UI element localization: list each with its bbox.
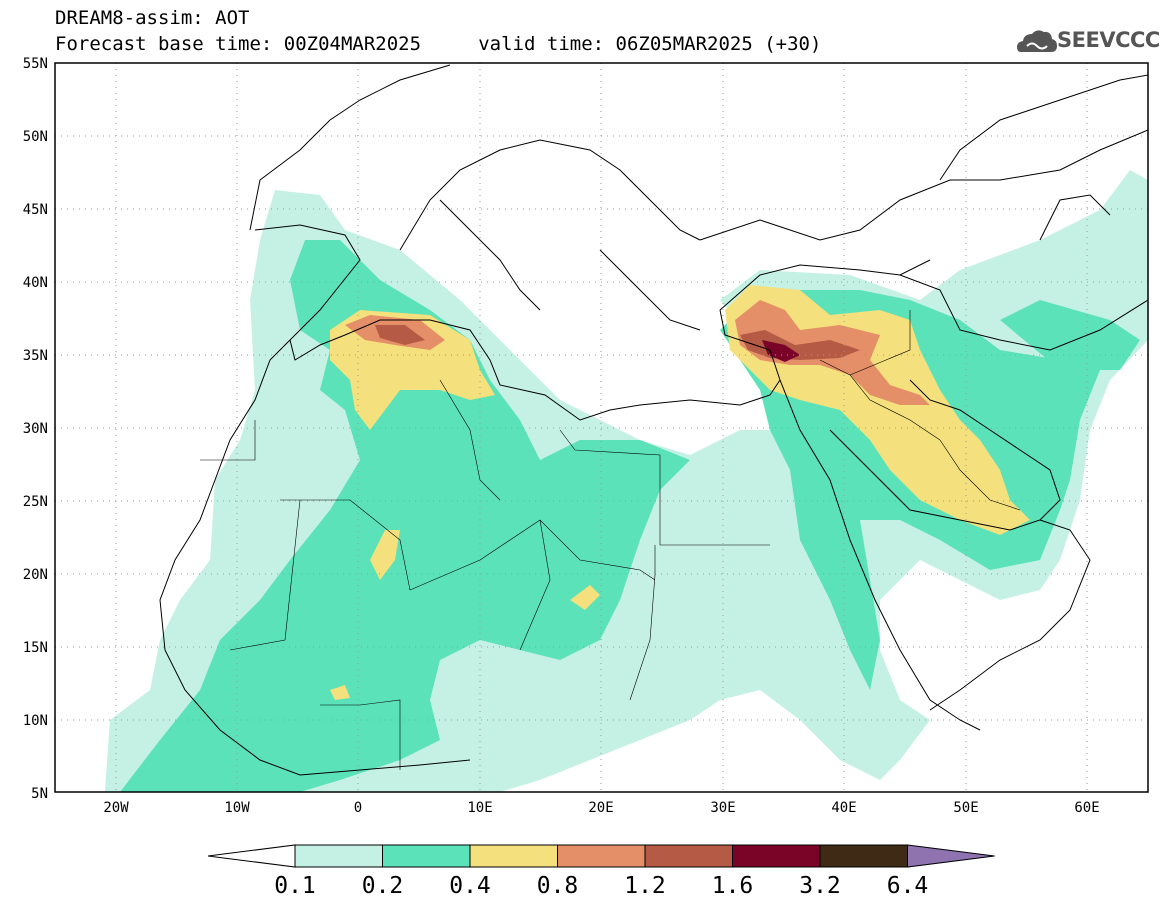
lat-tick-label: 55N: [23, 56, 48, 72]
aot-band-0.4: [330, 685, 350, 700]
colorbar-level-label: 0.4: [449, 873, 491, 899]
colorbar-labels: 0.1 0.2 0.4 0.8 1.2 1.6 3.2 6.4: [274, 873, 928, 899]
aot-band-1.6: [762, 340, 800, 362]
aot-band-0.2: [120, 240, 690, 792]
lon-tick-label: 20W: [103, 800, 129, 816]
lat-tick-label: 15N: [23, 640, 48, 656]
colorbar-level-label: 1.6: [712, 873, 754, 899]
cloud-logo-icon: [1017, 30, 1057, 52]
coastlines: [159, 64, 1148, 776]
colorbar-level-label: 6.4: [887, 873, 929, 899]
colorbar-level-label: 0.1: [274, 873, 316, 899]
colorbar-level-label: 3.2: [799, 873, 841, 899]
colorbar-swatch: [819, 844, 908, 868]
lon-tick-label: 60E: [1074, 800, 1099, 816]
colorbar-swatch: [732, 844, 821, 868]
borders: [200, 310, 1021, 770]
colorbar-swatch: [557, 844, 646, 868]
lon-tick-label: 10E: [467, 800, 492, 816]
graticule: [55, 63, 1148, 792]
lat-tick-label: 40N: [23, 275, 48, 291]
aot-band-0.2: [1000, 300, 1140, 370]
colorbar-level-label: 1.2: [624, 873, 666, 899]
lat-tick-label: 5N: [31, 786, 48, 802]
aot-band-0.4: [370, 530, 400, 580]
lon-tick-label: 30E: [710, 800, 735, 816]
colorbar-arrow-low: [207, 844, 296, 868]
lat-tick-label: 30N: [23, 421, 48, 437]
lon-tick-label: 10W: [224, 800, 250, 816]
colorbar-level-label: 0.8: [537, 873, 579, 899]
colorbar-swatch: [644, 844, 733, 868]
lat-tick-label: 10N: [23, 713, 48, 729]
lat-tick-label: 20N: [23, 567, 48, 583]
colorbar-swatch: [382, 844, 471, 868]
lon-tick-label: 0: [354, 800, 362, 816]
aot-field: [105, 170, 1148, 792]
logo-text: SEEVCCC: [1057, 28, 1160, 52]
lat-tick-label: 25N: [23, 494, 48, 510]
lon-tick-label: 50E: [953, 800, 978, 816]
lat-tick-label: 50N: [23, 129, 48, 145]
lon-axis: 20W 10W 0 10E 20E 30E 40E 50E 60E: [103, 800, 1099, 816]
map-title: DREAM8-assim: AOT: [55, 7, 250, 29]
colorbar-level-label: 0.2: [362, 873, 404, 899]
aot-band-0.1: [640, 580, 820, 660]
plot-frame: [54, 62, 1149, 793]
lat-tick-label: 35N: [23, 348, 48, 364]
lat-axis: 55N 50N 45N 40N 35N 30N 25N 20N 15N 10N …: [23, 56, 48, 802]
colorbar-arrow-high: [907, 844, 995, 868]
lon-tick-label: 40E: [831, 800, 856, 816]
colorbar: [207, 844, 995, 868]
colorbar-swatch: [469, 844, 558, 868]
lon-tick-label: 20E: [588, 800, 613, 816]
colorbar-swatch: [294, 844, 383, 868]
lat-tick-label: 45N: [23, 202, 48, 218]
forecast-times: Forecast base time: 00Z04MAR2025 valid t…: [55, 33, 822, 55]
aot-band-1.2: [375, 325, 425, 345]
aot-band-0.4: [570, 585, 600, 610]
